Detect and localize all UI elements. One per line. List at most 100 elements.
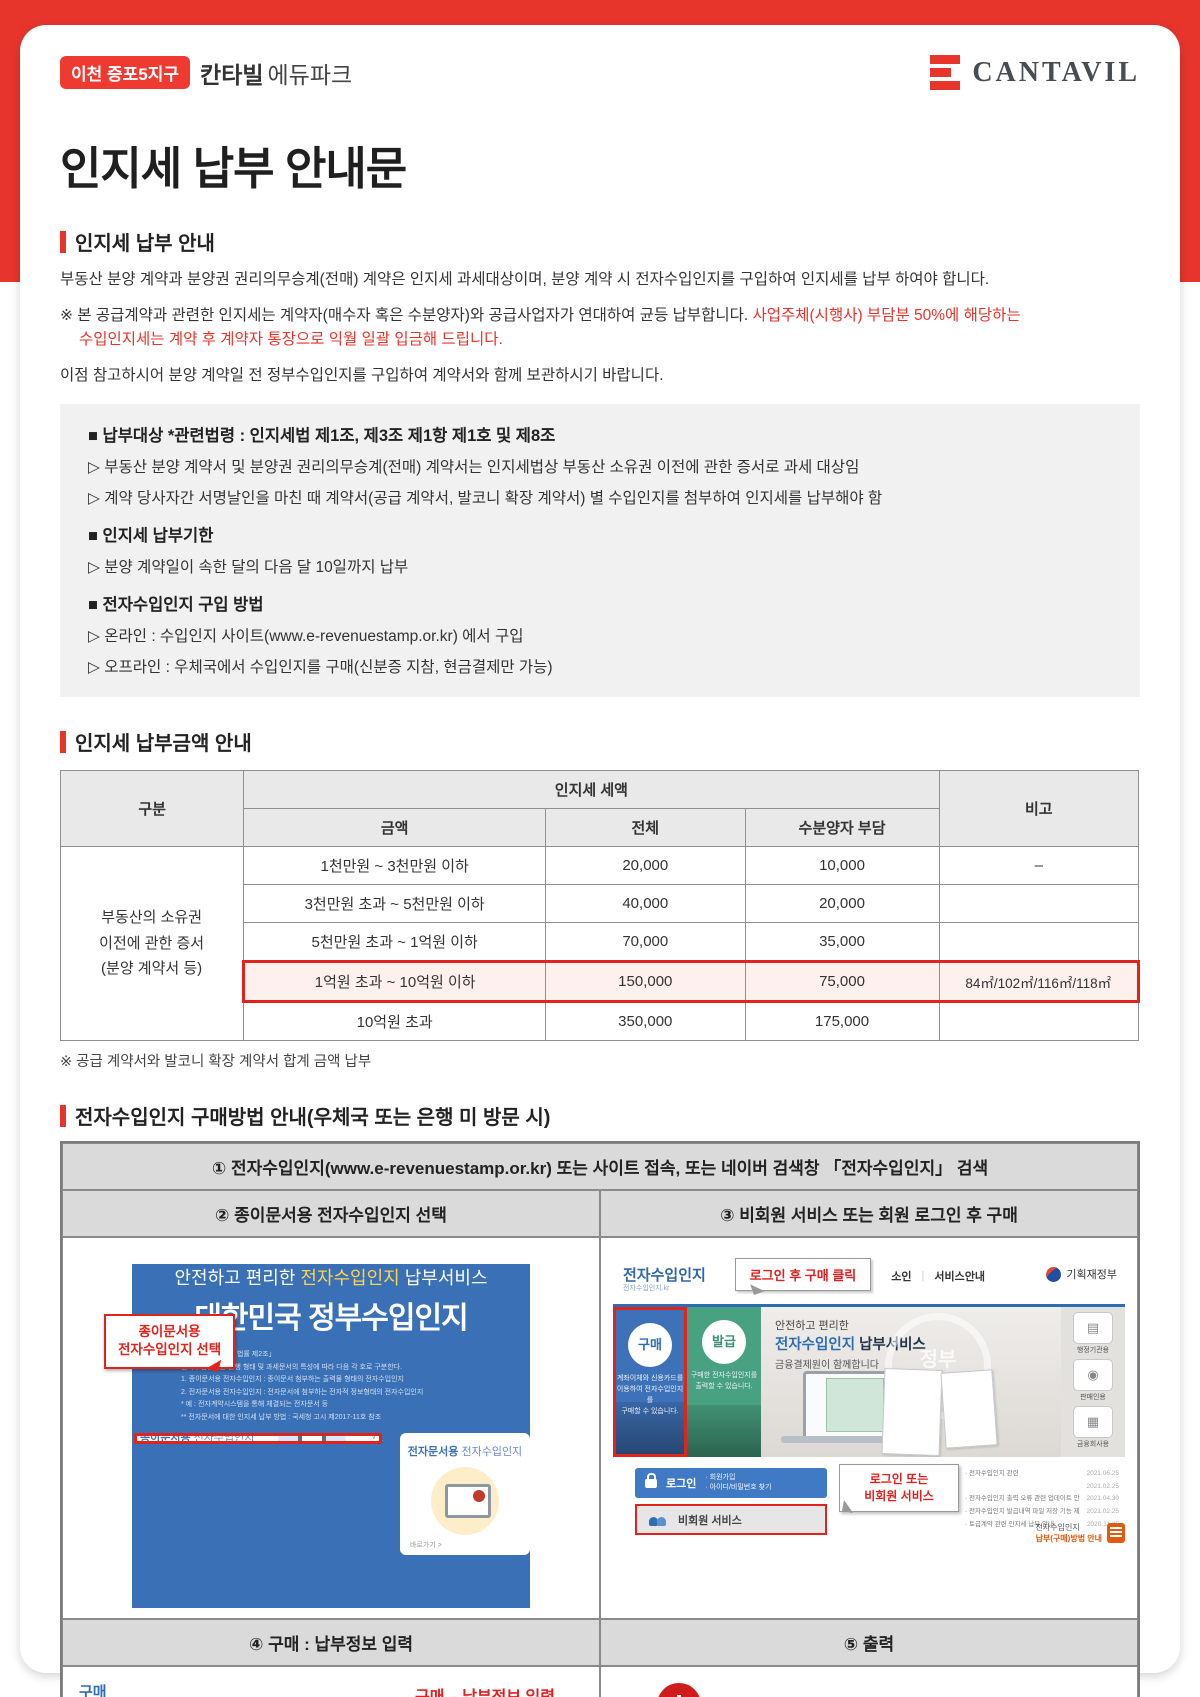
login-links[interactable]: · 회원가입 · 아이디/비밀번호 찾기: [705, 1473, 771, 1494]
notice-date: 2021.04.30: [1086, 1495, 1119, 1503]
portal-banner-main: 대한민국 정부수입인지: [194, 1302, 468, 1336]
brand-name-light: 에듀파크: [267, 61, 353, 88]
revenue-stamp-portal-screenshot: 안전하고 편리한 전자수입인지 납부서비스 대한민국 정부수입인지 「수입인지에…: [104, 1264, 530, 1609]
group-line: (분양 계약서 등): [101, 960, 203, 978]
banner-pre: 안전하고 편리한: [174, 1268, 301, 1289]
login-label: 로그인: [666, 1478, 697, 1491]
law-line: ** 전자문서에 대한 인지세 납부 방법 : 국세청 고시 제2017-11호…: [181, 1414, 382, 1422]
col-header-buyer: 수분양자 부담: [744, 808, 940, 848]
monitor-icon: [431, 1466, 499, 1535]
box-title-2: ■ 인지세 납부기한: [88, 527, 214, 546]
issue-tile[interactable]: 발급 구매한 전자수입인지를 출력할 수 있습니다.: [687, 1307, 761, 1458]
step3-header: ③ 비회원 서비스 또는 회원 로그인 후 구매: [600, 1190, 1138, 1238]
group-line: 이전에 관한 증서: [99, 934, 205, 952]
cell-total: 20,000: [545, 846, 746, 886]
box-item: ▷ 분양 계약일이 속한 달의 다음 달 10일까지 납부: [88, 559, 409, 577]
group-line: 부동산의 소유권: [101, 909, 203, 927]
ministry-name: 기획재정부: [1066, 1269, 1117, 1282]
paragraph-1: 부동산 분양 계약과 분양권 권리의무승계(전매) 계약은 인지세 과세대상이며…: [60, 271, 990, 288]
card-title-rest: 전자수입인지: [458, 1445, 523, 1458]
notice-date: 2021.02.25: [1086, 1482, 1119, 1490]
notice-row[interactable]: · 전자수입인지 출력 오류 관련 업데이트 안 2021.04.30: [965, 1493, 1119, 1506]
brand-name-bold: 칸타빌: [200, 61, 264, 88]
hand-photo: [616, 1402, 684, 1455]
callout-line: 비회원 서비스: [864, 1488, 934, 1503]
site-logo[interactable]: 전자수입인지: [623, 1267, 706, 1285]
guide-line1: 전자수입인지: [1035, 1523, 1080, 1533]
section2-heading-text: 인지세 납부금액 안내: [75, 733, 252, 756]
purchase-info-heading: 구매 – 납부정보 입력: [415, 1683, 555, 1697]
paper-stamp-card[interactable]: 종이문서용 전자수입인지 바로가기 >: [134, 1432, 382, 1444]
buy-tile[interactable]: 구매 계좌이체와 신용카드를 이용하여 전자수입인지를 구매할 수 있습니다.: [613, 1307, 687, 1458]
cell-total: 350,000: [545, 1001, 746, 1042]
quick-item-seller[interactable]: ◉ 판매인용: [1073, 1359, 1113, 1402]
section1-heading: 인지세 납부 안내: [60, 227, 1140, 256]
box-title-3: ■ 전자수입인지 구입 방법: [88, 596, 264, 615]
law-line: 1. 종이문서용 전자수입인지 : 종이문서 첨부하는 출력물 형태의 전자수입…: [181, 1376, 404, 1384]
notice-date: 2020.11.25: [1086, 1520, 1119, 1528]
desc-line: 출력할 수 있습니다.: [695, 1382, 753, 1390]
quick-label: 판매인용: [1080, 1394, 1106, 1402]
shortcut-link[interactable]: 바로가기 >: [410, 1541, 442, 1549]
section1-heading-text: 인지세 납부 안내: [75, 233, 215, 255]
col-header-gubun: 구분: [59, 770, 245, 848]
exclamation-icon: !: [657, 1683, 701, 1697]
purchase-title: 구매: [79, 1684, 107, 1697]
ministry-logo: 기획재정부: [1046, 1266, 1117, 1282]
purchase-steps-grid: ① 전자수입인지(www.e-revenuestamp.or.kr) 또는 사이…: [60, 1141, 1140, 1697]
content-card: 이천 증포5지구 칸타빌 에듀파크 CANTAVIL 인지세 납부 안내문 인지세…: [20, 25, 1180, 1697]
desc-line: 이용하여 전자수입인지를: [616, 1385, 684, 1404]
desc-line: 구매한 전자수입인지를: [690, 1372, 758, 1380]
stamp-document: [881, 1368, 943, 1457]
notice-text: · 전자수입인지 출력 오류 관련 업데이트 안: [965, 1495, 1080, 1503]
quick-item-gov[interactable]: ▤ 행정기관용: [1073, 1312, 1113, 1355]
notice-row[interactable]: 2021.02.25: [965, 1481, 1119, 1494]
step5-print-warning-cell: ! 전자수입인지는 출력물이 원본이므로 1회만 출력 가능하며, 재출력은 절…: [600, 1666, 1138, 1697]
step5-header: ⑤ 출력: [600, 1619, 1138, 1667]
cell-buyer: 10,000: [744, 846, 940, 886]
paper-stamp-callout: 종이문서용 전자수입인지 선택: [104, 1314, 236, 1369]
site-hero-band: 구매 계좌이체와 신용카드를 이용하여 전자수입인지를 구매할 수 있습니다. …: [613, 1307, 1125, 1458]
law-line: * 예 : 전자계약시스템을 통해 체결되는 전자문서 등: [181, 1401, 329, 1409]
shortcut-link[interactable]: 바로가기 >: [147, 1433, 179, 1436]
clipboard-icon: [277, 1435, 346, 1441]
notice-row[interactable]: · 전자수입인지 발급내역 파일 저장 기능 제 2021.02.25: [965, 1506, 1119, 1519]
guest-service-button[interactable]: 비회원 서비스: [635, 1504, 827, 1536]
find-id-link[interactable]: · 아이디/비밀번호 찾기: [705, 1484, 772, 1492]
login-or-guest-callout: 로그인 또는 비회원 서비스: [839, 1464, 959, 1512]
law-line: 전자수입인지는 발행 형태 및 과세문서의 특성에 따라 다음 각 호로 구분한…: [181, 1363, 403, 1371]
step1-header: ① 전자수입인지(www.e-revenuestamp.or.kr) 또는 사이…: [62, 1143, 1138, 1191]
cell-range: 1천만원 ~ 3천만원 이하: [243, 846, 547, 886]
quick-item-bank[interactable]: ▦ 금융회사용: [1073, 1406, 1113, 1449]
cell-buyer: 75,000: [744, 960, 940, 1004]
electronic-stamp-card[interactable]: 전자문서용 전자수입인지 바로가기 >: [400, 1432, 530, 1555]
stamp-type-cards: 종이문서용 전자수입인지 바로가기 > 전자문서용 전자수입인지 바로가기 >: [132, 1432, 530, 1555]
side-quick-menu: ▤ 행정기관용 ◉ 판매인용 ▦ 금융회사용: [1061, 1307, 1125, 1458]
district-badge: 이천 증포5지구: [60, 56, 191, 89]
red-bar-icon: [60, 1104, 66, 1127]
law-line: 2. 전자문서용 전자수입인지 : 전자문서에 첨부하는 전자적 정보형태의 전…: [181, 1388, 424, 1396]
paper-stamp-card-title: 종이문서용 전자수입인지: [140, 1436, 254, 1441]
paragraph-2: ※ 본 공급계약과 관련한 인지세는 계약자(매수자 혹은 수분양자)와 공급사…: [60, 304, 1140, 352]
buy-bubble: 구매: [628, 1323, 672, 1368]
col-header-group: 인지세 세액: [243, 770, 940, 810]
table-row: 5천만원 초과 ~ 1억원 이하 70,000 35,000: [61, 922, 1140, 963]
notice-row[interactable]: · 토급계약 관련 인지세 납부 안내 2020.11.25: [965, 1519, 1119, 1532]
menu-service-info[interactable]: 서비스안내: [934, 1271, 985, 1284]
menu-soin[interactable]: 소인: [891, 1271, 912, 1284]
notice-text: · 전자수입인지 관련: [965, 1470, 1019, 1478]
page-title: 인지세 납부 안내문: [60, 143, 407, 194]
issue-tile-desc: 구매한 전자수입인지를 출력할 수 있습니다.: [687, 1371, 761, 1393]
people-icon: [649, 1513, 669, 1527]
section2-heading: 인지세 납부금액 안내: [60, 727, 1140, 756]
payment-guide-link[interactable]: 전자수입인지 납부(구매)방법 안내: [1013, 1522, 1125, 1544]
banner-line2-blue: 전자수입인지: [775, 1337, 856, 1354]
site-menu: 소인 | 서비스안내: [891, 1268, 985, 1284]
box-title-1: ■ 납부대상 *관련법령 : 인지세법 제1조, 제3조 제1항 제1호 및 제…: [88, 427, 556, 446]
login-button[interactable]: 로그인 · 회원가입 · 아이디/비밀번호 찾기: [635, 1468, 827, 1499]
signup-link[interactable]: · 회원가입: [705, 1473, 736, 1481]
electronic-stamp-card-title: 전자문서용 전자수입인지: [400, 1443, 530, 1459]
portal-banner-line1: 안전하고 편리한 전자수입인지 납부서비스: [132, 1264, 530, 1290]
notice-row[interactable]: · 전자수입인지 관련 2021.06.25: [965, 1468, 1119, 1481]
